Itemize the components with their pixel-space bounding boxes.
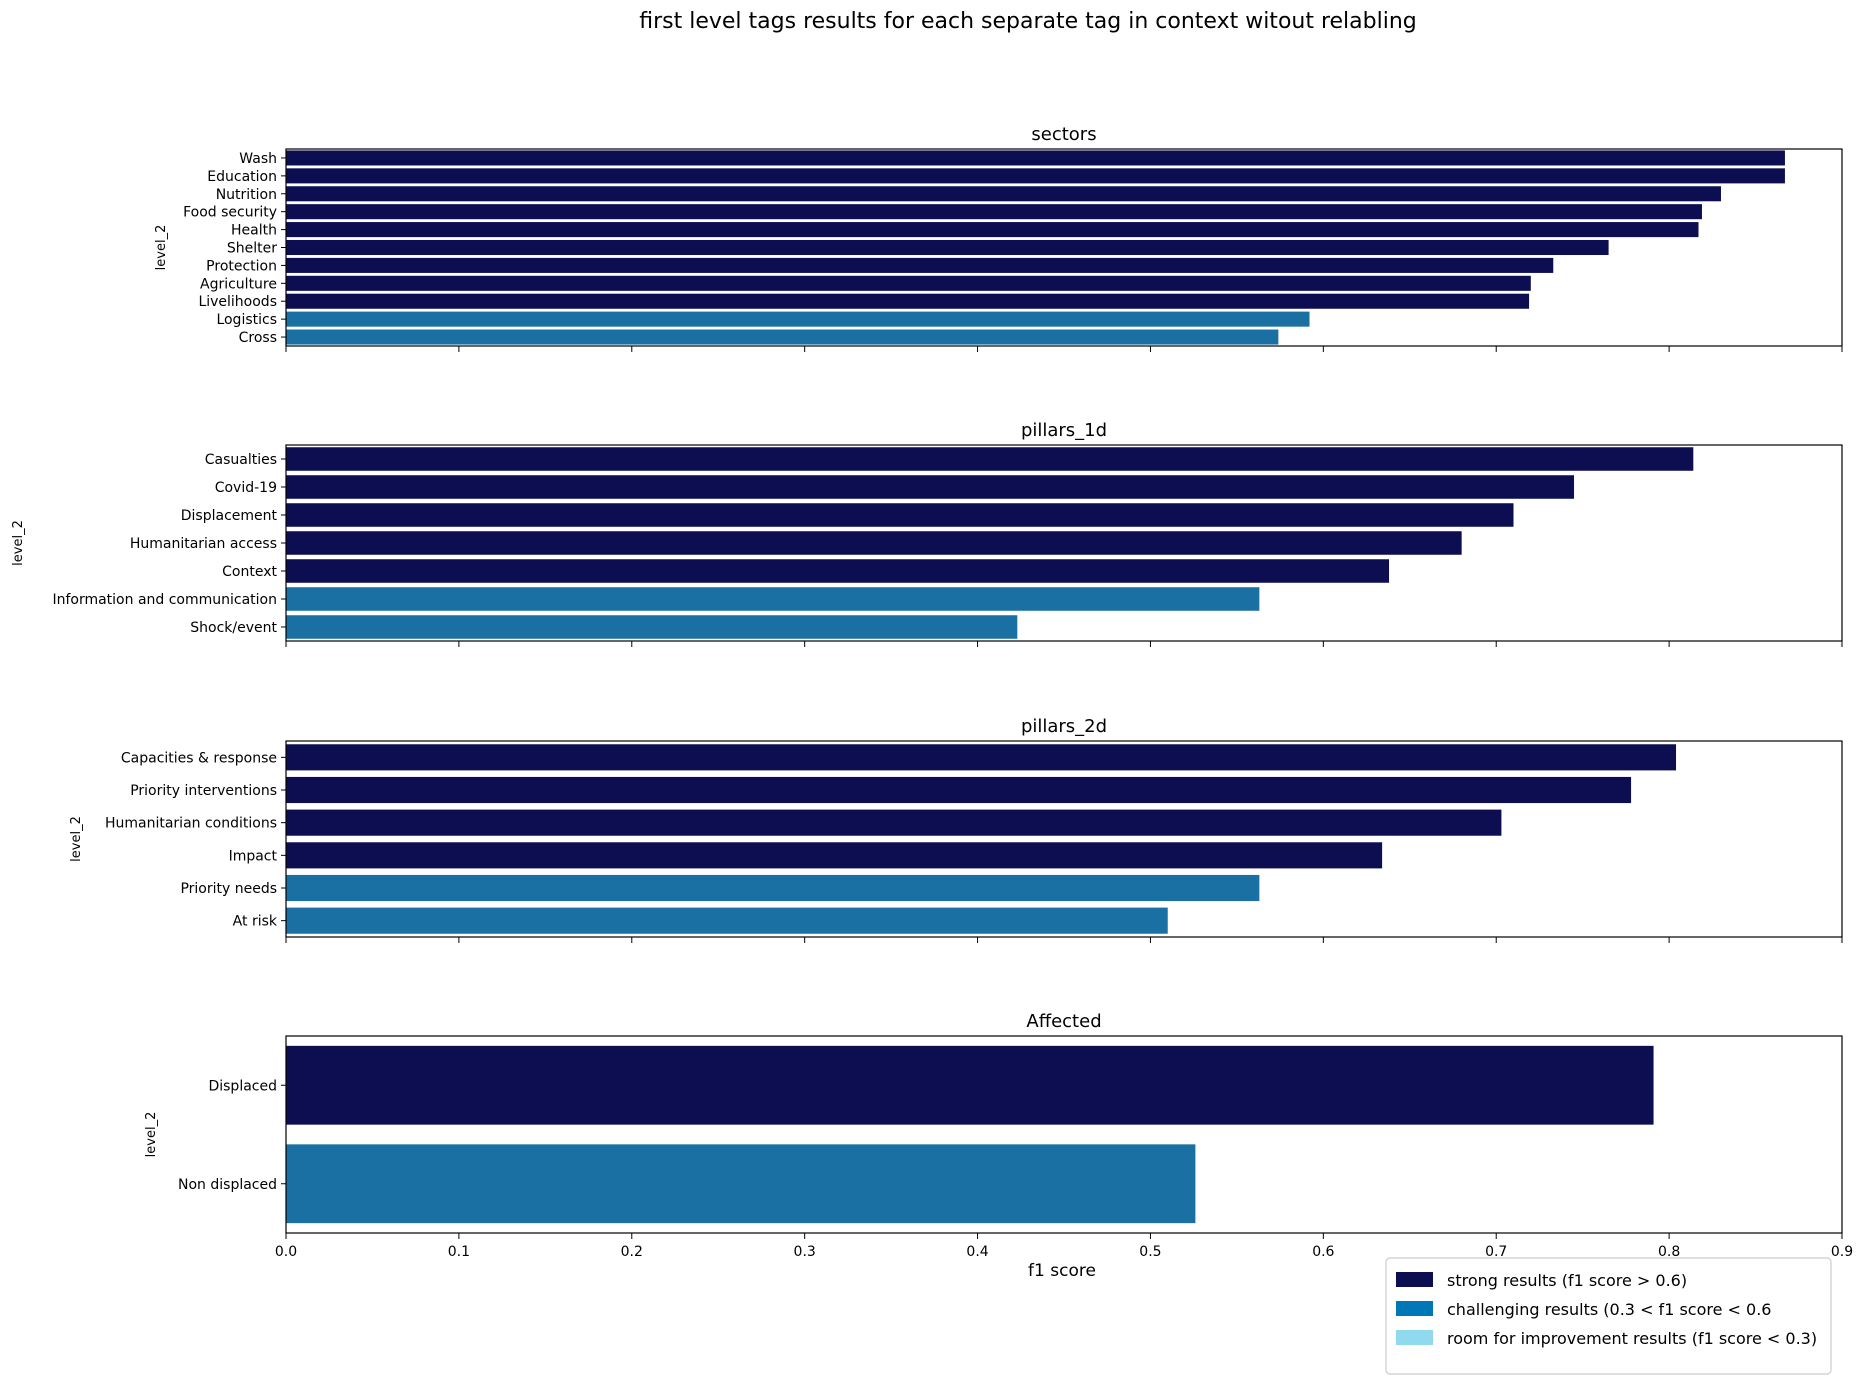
bar-health: [286, 222, 1699, 238]
bar-context: [286, 559, 1390, 583]
y-tick-label: Cross: [239, 330, 277, 346]
y-tick-label: Health: [231, 223, 277, 239]
y-tick-label: Agriculture: [200, 276, 277, 292]
bar-shock-event: [286, 615, 1018, 639]
x-axis-label: f1 score: [1028, 1261, 1096, 1281]
x-tick-label: 0.4: [966, 1244, 988, 1260]
bar-casualties: [286, 447, 1694, 471]
y-tick-label: Protection: [206, 258, 277, 274]
x-tick-label: 0.3: [794, 1244, 816, 1260]
y-tick-label: Education: [207, 169, 277, 185]
legend-swatch: [1396, 1301, 1433, 1316]
bar-humanitarian-conditions: [286, 809, 1502, 836]
legend-box: [1385, 1257, 1832, 1375]
legend: strong results (f1 score > 0.6) challengi…: [1385, 1257, 1832, 1375]
legend-entry: strong results (f1 score > 0.6): [1447, 1271, 1687, 1290]
bar-impact: [286, 842, 1383, 869]
bar-information-and-communication: [286, 587, 1260, 611]
chart-panels: sectors Wash Education Nutrition Food securi…: [11, 124, 1853, 1260]
y-axis-label: level_2: [11, 520, 26, 566]
panel-title: Affected: [1026, 1011, 1101, 1032]
bar-livelihoods: [286, 293, 1530, 309]
y-tick-label: Nutrition: [216, 187, 277, 203]
y-tick-label: Impact: [229, 848, 278, 864]
y-tick-label: Displaced: [208, 1078, 277, 1094]
legend-entry: challenging results (0.3 < f1 score < 0.…: [1447, 1300, 1771, 1319]
bar-nutrition: [286, 186, 1721, 202]
bar-protection: [286, 257, 1554, 273]
panel-title: pillars_2d: [1021, 716, 1107, 737]
figure-title: first level tags results for each separa…: [639, 9, 1417, 34]
panel-pillars-1d: pillars_1d Casualties Covid-19 Displacement…: [11, 420, 1843, 647]
panel-affected: Affected Displaced Non displaced level_2 0.0…: [144, 1011, 1853, 1260]
axes-frame: [285, 148, 1843, 347]
y-tick-label: Shelter: [227, 241, 277, 257]
x-tick-label: 0.8: [1658, 1244, 1680, 1260]
bar-food-security: [286, 204, 1702, 220]
y-axis-label: level_2: [69, 816, 84, 862]
x-tick-label: 0.0: [275, 1244, 297, 1260]
x-tick-label: 0.7: [1485, 1244, 1507, 1260]
y-tick-label: Non displaced: [178, 1177, 277, 1193]
axes-frame: [285, 444, 1843, 642]
legend-swatch: [1396, 1330, 1433, 1345]
x-tick-label: 0.1: [448, 1244, 470, 1260]
axes-frame: [285, 740, 1843, 938]
bar-education: [286, 168, 1785, 184]
y-tick-label: Covid-19: [215, 480, 277, 496]
y-tick-label: Humanitarian conditions: [105, 816, 277, 832]
y-tick-label: Casualties: [205, 452, 277, 468]
panel-pillars-2d: pillars_2d Capacities & response Priority …: [69, 716, 1843, 943]
y-axis-label: level_2: [154, 225, 169, 271]
bar-at-risk: [286, 907, 1168, 934]
bar-agriculture: [286, 275, 1531, 291]
y-tick-label: Humanitarian access: [130, 536, 277, 552]
y-tick-label: Livelihoods: [198, 294, 277, 310]
y-tick-label: Food security: [183, 205, 277, 221]
bar-displaced: [286, 1045, 1654, 1125]
y-axis-label: level_2: [144, 1112, 159, 1158]
bar-capacities-response: [286, 744, 1677, 771]
y-tick-label: Shock/event: [190, 620, 277, 636]
bar-covid-19: [286, 475, 1575, 499]
bar-displacement: [286, 503, 1514, 527]
y-tick-label: Logistics: [216, 312, 277, 328]
bar-logistics: [286, 311, 1310, 327]
bar-shelter: [286, 239, 1609, 256]
y-tick-label: At risk: [233, 914, 278, 930]
axes-frame: [285, 1035, 1843, 1234]
y-tick-label: Priority interventions: [130, 783, 277, 799]
panel-sectors: sectors Wash Education Nutrition Food securi…: [154, 124, 1843, 352]
bar-wash: [286, 150, 1785, 166]
legend-entry: room for improvement results (f1 score <…: [1447, 1329, 1817, 1348]
y-tick-label: Context: [222, 564, 277, 580]
bar-priority-needs: [286, 874, 1260, 902]
x-tick-label: 0.6: [1312, 1244, 1334, 1260]
bar-humanitarian-access: [286, 531, 1462, 555]
bar-non-displaced: [286, 1144, 1196, 1224]
x-tick-label: 0.9: [1831, 1244, 1853, 1260]
x-tick-label: 0.5: [1139, 1244, 1161, 1260]
y-tick-label: Capacities & response: [121, 750, 277, 766]
y-tick-label: Information and communication: [52, 592, 277, 608]
bar-cross: [286, 329, 1279, 345]
y-tick-label: Wash: [239, 151, 277, 167]
y-tick-label: Displacement: [181, 508, 278, 524]
bar-priority-interventions: [286, 776, 1632, 804]
panel-title: sectors: [1031, 124, 1096, 145]
legend-swatch: [1396, 1272, 1433, 1287]
x-tick-label: 0.2: [621, 1244, 643, 1260]
y-tick-label: Priority needs: [180, 881, 277, 897]
panel-title: pillars_1d: [1021, 420, 1107, 441]
